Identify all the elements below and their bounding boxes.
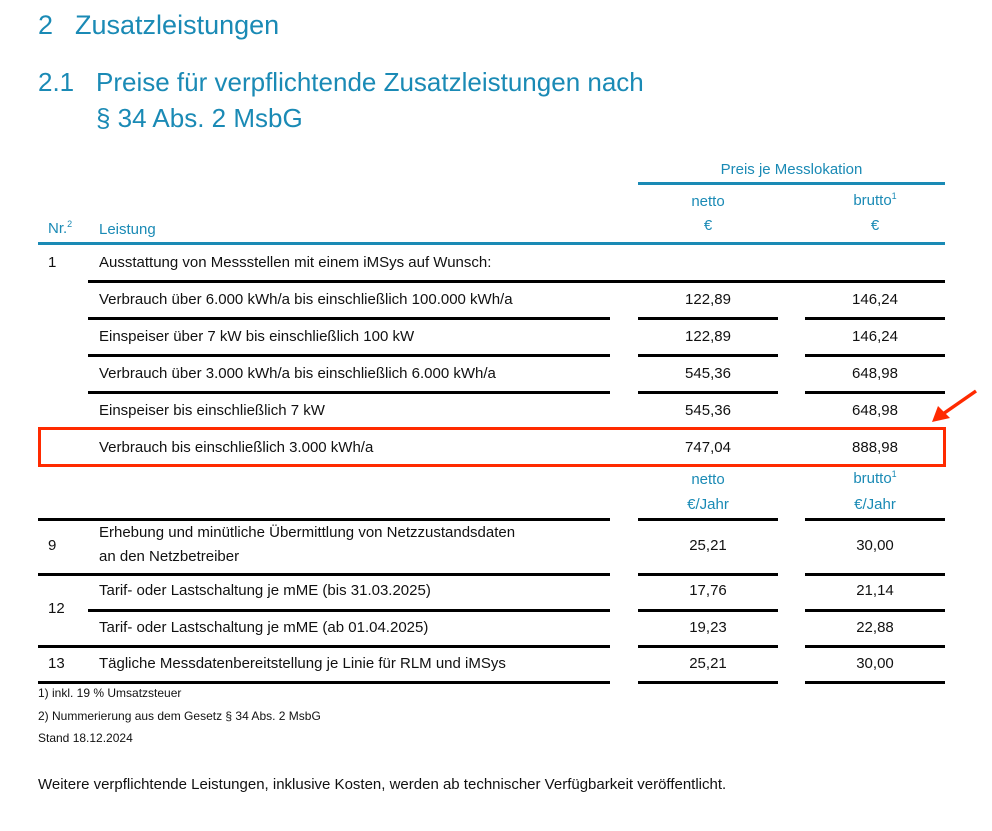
netto-value: 545,36 bbox=[685, 402, 731, 419]
stand-date: Stand 18.12.2024 bbox=[38, 731, 133, 745]
row-rule bbox=[88, 280, 945, 283]
col-brutto-2: brutto1 bbox=[853, 469, 897, 487]
row-rule bbox=[88, 391, 610, 394]
col-netto-2: netto bbox=[691, 471, 725, 488]
row-rule bbox=[638, 645, 778, 648]
row-label: an den Netzbetreiber bbox=[99, 548, 240, 565]
netto-value: 17,76 bbox=[689, 582, 727, 599]
row-rule bbox=[805, 354, 945, 357]
col-netto: netto bbox=[691, 193, 725, 210]
row-rule bbox=[805, 609, 945, 612]
netto-value: 25,21 bbox=[689, 537, 727, 554]
row-rule bbox=[38, 645, 610, 648]
row-rule bbox=[805, 645, 945, 648]
row-label: Tarif- oder Lastschaltung je mME (bis 31… bbox=[99, 582, 431, 599]
row-label: Tarif- oder Lastschaltung je mME (ab 01.… bbox=[99, 619, 429, 636]
brutto-value: 21,14 bbox=[856, 582, 894, 599]
row-rule bbox=[805, 518, 945, 521]
footnote-1: 1) inkl. 19 % Umsatzsteuer bbox=[38, 686, 182, 700]
row-rule bbox=[638, 681, 778, 684]
brutto-value: 146,24 bbox=[852, 291, 898, 308]
row-rule bbox=[38, 518, 610, 521]
row-nr: 12 bbox=[48, 600, 65, 617]
brutto-value: 22,88 bbox=[856, 619, 894, 636]
subsection-title-line2: § 34 Abs. 2 MsbG bbox=[96, 103, 303, 133]
brutto-value: 146,24 bbox=[852, 328, 898, 345]
row-rule bbox=[638, 518, 778, 521]
section-heading: 2 Zusatzleistungen bbox=[38, 10, 279, 41]
row-nr: 13 bbox=[48, 655, 65, 672]
section-number: 2 bbox=[38, 10, 54, 40]
netto-value: 747,04 bbox=[685, 439, 731, 456]
subsection-title-line1: Preise für verpflichtende Zusatzleistung… bbox=[96, 67, 644, 97]
row-label: Erhebung und minütliche Übermittlung von… bbox=[99, 524, 516, 541]
group-header: Preis je Messlokation bbox=[720, 161, 863, 178]
row-rule bbox=[88, 317, 610, 320]
row-label: Einspeiser bis einschließlich 7 kW bbox=[99, 402, 325, 419]
row-rule bbox=[38, 573, 610, 576]
row-rule bbox=[638, 573, 778, 576]
brutto-value: 648,98 bbox=[852, 365, 898, 382]
row-label: Verbrauch über 6.000 kWh/a bis einschlie… bbox=[99, 291, 513, 308]
brutto-value: 888,98 bbox=[852, 439, 898, 456]
col-leistung: Leistung bbox=[99, 221, 156, 238]
netto-value: 545,36 bbox=[685, 365, 731, 382]
brutto-value: 648,98 bbox=[852, 402, 898, 419]
netto-value: 122,89 bbox=[685, 291, 731, 308]
row-rule bbox=[638, 354, 778, 357]
row-rule bbox=[805, 573, 945, 576]
netto-value: 19,23 bbox=[689, 619, 727, 636]
row-rule bbox=[805, 317, 945, 320]
subsection-number: 2.1 bbox=[38, 67, 75, 97]
row-label: Einspeiser über 7 kW bis einschließlich … bbox=[99, 328, 415, 345]
col-netto-unit-2: €/Jahr bbox=[687, 496, 729, 513]
row-rule bbox=[638, 391, 778, 394]
arrow-icon bbox=[932, 389, 977, 422]
col-brutto: brutto1 bbox=[853, 191, 897, 209]
row-rule bbox=[638, 317, 778, 320]
row-nr: 9 bbox=[48, 537, 57, 554]
footnote-2: 2) Nummerierung aus dem Gesetz § 34 Abs.… bbox=[38, 709, 321, 723]
group-header-rule bbox=[638, 182, 945, 185]
row-label: Ausstattung von Messstellen mit einem iM… bbox=[99, 254, 492, 271]
netto-value: 122,89 bbox=[685, 328, 731, 345]
row-rule bbox=[88, 354, 610, 357]
brutto-value: 30,00 bbox=[856, 655, 894, 672]
row-label: Tägliche Messdatenbereitstellung je Lini… bbox=[99, 655, 506, 672]
col-brutto-unit-2: €/Jahr bbox=[854, 496, 896, 513]
row-rule bbox=[638, 609, 778, 612]
netto-value: 25,21 bbox=[689, 655, 727, 672]
highlight-box bbox=[38, 427, 946, 467]
row-rule bbox=[805, 391, 945, 394]
section-title: Zusatzleistungen bbox=[75, 10, 280, 40]
row-rule bbox=[88, 609, 610, 612]
col-netto-unit: € bbox=[703, 217, 713, 234]
row-label: Verbrauch bis einschließlich 3.000 kWh/a bbox=[99, 439, 374, 456]
row-label: Verbrauch über 3.000 kWh/a bis einschlie… bbox=[99, 365, 496, 382]
header-rule bbox=[38, 242, 945, 245]
row-rule bbox=[38, 681, 610, 684]
row-rule bbox=[805, 681, 945, 684]
col-nr: Nr.2 bbox=[48, 219, 73, 237]
brutto-value: 30,00 bbox=[856, 537, 894, 554]
col-brutto-unit: € bbox=[870, 217, 880, 234]
row-nr: 1 bbox=[48, 254, 57, 271]
closing-note: Weitere verpflichtende Leistungen, inklu… bbox=[38, 776, 727, 793]
